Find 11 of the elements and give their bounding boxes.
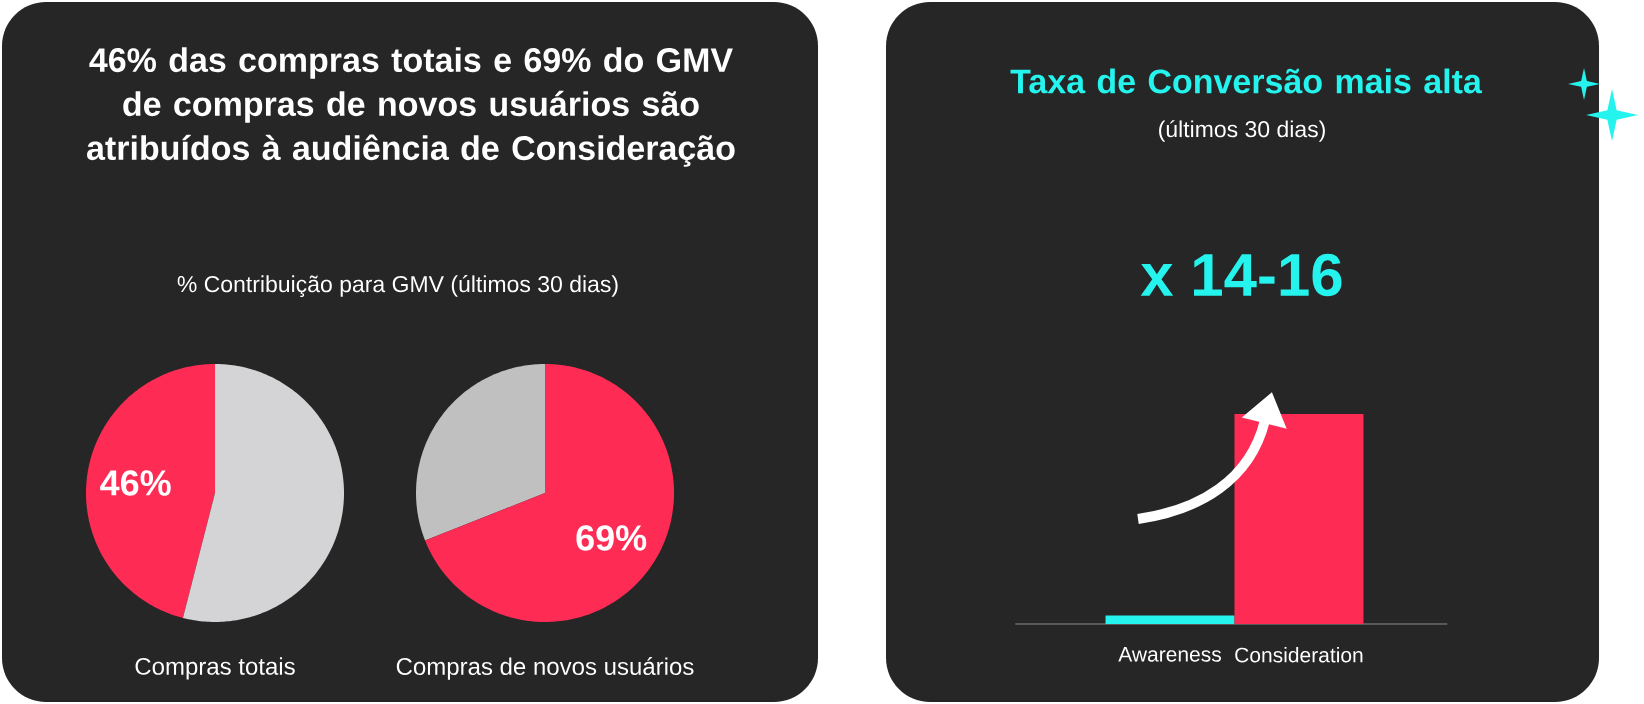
data-label: 69% (576, 525, 647, 551)
text: Compras totais (135, 657, 295, 680)
text: Compras de novos usuários (396, 657, 694, 680)
x-tick-label: Awareness (1118, 647, 1221, 662)
data-label: 46% (100, 470, 171, 496)
text: % Contribuição para GMV (últimos 30 dias) (177, 275, 618, 297)
chart-title: 46% das compras totais e 69% do GMV de compras de novos usuários são atribuídos à audiência de Consideração (87, 47, 735, 167)
chart-subtitle: (últimos 30 dias) (1159, 120, 1325, 142)
chart-title: Taxa de Conversão mais alta (1010, 68, 1483, 94)
text: x 14-16 (1140, 253, 1342, 297)
x-tick-label: Consideration (1235, 647, 1363, 663)
